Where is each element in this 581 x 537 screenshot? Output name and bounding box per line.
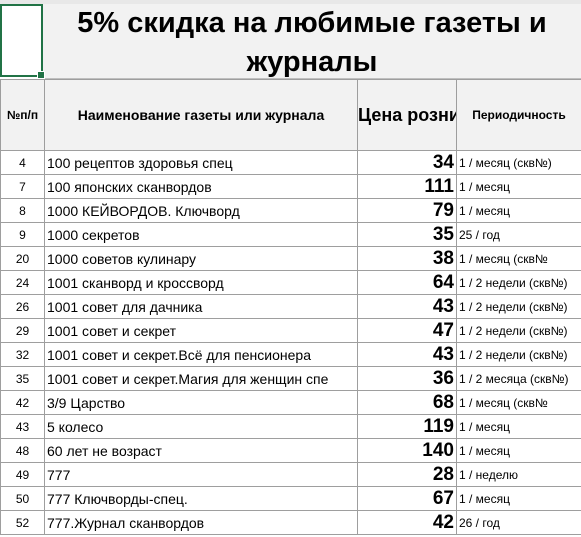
publication-name-cell[interactable]: 3/9 Царство (44, 390, 358, 415)
publication-name-cell[interactable]: 1001 совет для дачника (44, 294, 358, 319)
row-number-cell[interactable]: 32 (0, 342, 45, 367)
title-row: 5% скидка на любимые газеты и журналы (0, 4, 581, 79)
price-cell[interactable]: 119 (357, 414, 457, 439)
publication-name-cell[interactable]: 777.Журнал сканвордов (44, 510, 358, 535)
price-table: №п/п Наименование газеты или журнала Цен… (0, 79, 581, 535)
table-row: 32 1001 совет и секрет.Всё для пенсионера… (0, 342, 581, 367)
periodicity-cell[interactable]: 1 / 2 недели (скв№) (456, 270, 581, 295)
header-row: №п/п Наименование газеты или журнала Цен… (0, 79, 581, 151)
price-cell[interactable]: 79 (357, 198, 457, 223)
row-number-cell[interactable]: 26 (0, 294, 45, 319)
periodicity-cell[interactable]: 1 / 2 недели (скв№) (456, 294, 581, 319)
row-number-cell[interactable]: 7 (0, 174, 45, 199)
periodicity-cell[interactable]: 26 / год (456, 510, 581, 535)
table-row: 29 1001 совет и секрет 47 1 / 2 недели (скв… (0, 318, 581, 343)
publication-name-cell[interactable]: 100 рецептов здоровья спец (44, 150, 358, 175)
selected-cell[interactable] (0, 4, 45, 79)
row-number-cell[interactable]: 9 (0, 222, 45, 247)
price-cell[interactable]: 43 (357, 294, 457, 319)
periodicity-cell[interactable]: 25 / год (456, 222, 581, 247)
table-row: 50 777 Ключворды-спец. 67 1 / месяц (0, 486, 581, 511)
price-cell[interactable]: 35 (357, 222, 457, 247)
price-cell[interactable]: 47 (357, 318, 457, 343)
sheet-title[interactable]: 5% скидка на любимые газеты и журналы (43, 4, 581, 79)
periodicity-cell[interactable]: 1 / 2 месяца (скв№) (456, 366, 581, 391)
row-number-cell[interactable]: 43 (0, 414, 45, 439)
periodicity-cell[interactable]: 1 / 2 недели (скв№) (456, 342, 581, 367)
row-number-cell[interactable]: 42 (0, 390, 45, 415)
price-cell[interactable]: 111 (357, 174, 457, 199)
periodicity-cell[interactable]: 1 / месяц (456, 198, 581, 223)
price-cell[interactable]: 68 (357, 390, 457, 415)
row-number-cell[interactable]: 24 (0, 270, 45, 295)
row-number-cell[interactable]: 50 (0, 486, 45, 511)
publication-name-cell[interactable]: 1000 секретов (44, 222, 358, 247)
row-number-cell[interactable]: 4 (0, 150, 45, 175)
table-row: 9 1000 секретов 35 25 / год (0, 222, 581, 247)
row-number-cell[interactable]: 52 (0, 510, 45, 535)
price-cell[interactable]: 67 (357, 486, 457, 511)
periodicity-cell[interactable]: 1 / месяц (скв№ (456, 390, 581, 415)
periodicity-cell[interactable]: 1 / месяц (456, 486, 581, 511)
publication-name-cell[interactable]: 1001 совет и секрет.Магия для женщин спе (44, 366, 358, 391)
publication-name-cell[interactable]: 777 (44, 462, 358, 487)
table-row: 49 777 28 1 / неделю (0, 462, 581, 487)
publication-name-cell[interactable]: 1000 КЕЙВОРДОВ. Ключворд (44, 198, 358, 223)
table-row: 7 100 японских сканвордов 111 1 / месяц (0, 174, 581, 199)
publication-name-cell[interactable]: 100 японских сканвордов (44, 174, 358, 199)
table-row: 24 1001 сканворд и кроссворд 64 1 / 2 недел… (0, 270, 581, 295)
price-cell[interactable]: 64 (357, 270, 457, 295)
publication-name-cell[interactable]: 1001 сканворд и кроссворд (44, 270, 358, 295)
row-number-cell[interactable]: 49 (0, 462, 45, 487)
periodicity-cell[interactable]: 1 / месяц (скв№ (456, 246, 581, 271)
table-row: 26 1001 совет для дачника 43 1 / 2 недели (… (0, 294, 581, 319)
price-cell[interactable]: 28 (357, 462, 457, 487)
price-cell[interactable]: 140 (357, 438, 457, 463)
row-number-cell[interactable]: 29 (0, 318, 45, 343)
header-price[interactable]: Цена розница (руб) (357, 79, 457, 151)
table-row: 48 60 лет не возраст 140 1 / месяц (0, 438, 581, 463)
price-cell[interactable]: 34 (357, 150, 457, 175)
row-number-cell[interactable]: 48 (0, 438, 45, 463)
publication-name-cell[interactable]: 5 колесо (44, 414, 358, 439)
table-row: 20 1000 советов кулинару 38 1 / месяц (скв№ (0, 246, 581, 271)
publication-name-cell[interactable]: 1001 совет и секрет (44, 318, 358, 343)
price-cell[interactable]: 43 (357, 342, 457, 367)
table-row: 42 3/9 Царство 68 1 / месяц (скв№ (0, 390, 581, 415)
periodicity-cell[interactable]: 1 / месяц (456, 414, 581, 439)
periodicity-cell[interactable]: 1 / месяц (скв№) (456, 150, 581, 175)
table-row: 4 100 рецептов здоровья спец 34 1 / месяц (… (0, 150, 581, 175)
publication-name-cell[interactable]: 777 Ключворды-спец. (44, 486, 358, 511)
publication-name-cell[interactable]: 1001 совет и секрет.Всё для пенсионера (44, 342, 358, 367)
publication-name-cell[interactable]: 1000 советов кулинару (44, 246, 358, 271)
header-periodicity[interactable]: Периодичность (456, 79, 581, 151)
table-row: 35 1001 совет и секрет.Магия для женщин с… (0, 366, 581, 391)
price-cell[interactable]: 38 (357, 246, 457, 271)
periodicity-cell[interactable]: 1 / 2 недели (скв№) (456, 318, 581, 343)
publication-name-cell[interactable]: 60 лет не возраст (44, 438, 358, 463)
row-number-cell[interactable]: 35 (0, 366, 45, 391)
table-row: 43 5 колесо 119 1 / месяц (0, 414, 581, 439)
row-number-cell[interactable]: 8 (0, 198, 45, 223)
periodicity-cell[interactable]: 1 / месяц (456, 174, 581, 199)
periodicity-cell[interactable]: 1 / неделю (456, 462, 581, 487)
fill-handle[interactable] (37, 71, 45, 79)
price-cell[interactable]: 42 (357, 510, 457, 535)
table-row: 52 777.Журнал сканвордов 42 26 / год (0, 510, 581, 535)
price-cell[interactable]: 36 (357, 366, 457, 391)
periodicity-cell[interactable]: 1 / месяц (456, 438, 581, 463)
row-number-cell[interactable]: 20 (0, 246, 45, 271)
header-number[interactable]: №п/п (0, 79, 45, 151)
table-row: 8 1000 КЕЙВОРДОВ. Ключворд 79 1 / месяц (0, 198, 581, 223)
header-name[interactable]: Наименование газеты или журнала (44, 79, 358, 151)
